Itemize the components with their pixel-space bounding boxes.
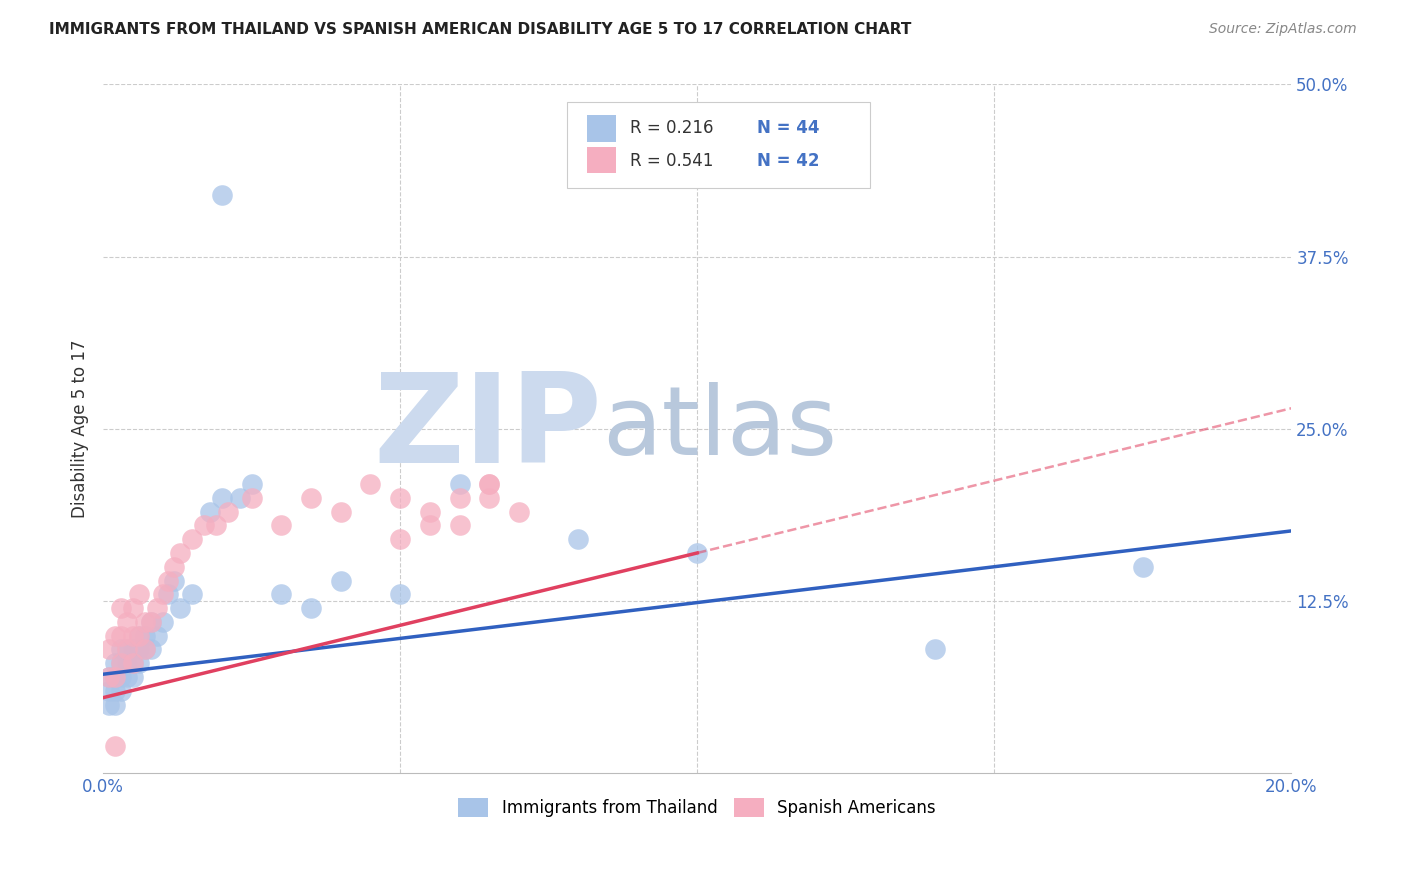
Point (169, 546, 191, 560)
Y-axis label: Disability Age 5 to 17: Disability Age 5 to 17 (72, 340, 89, 518)
Point (299, 491, 322, 505)
Point (121, 656, 143, 670)
Text: R = 0.541: R = 0.541 (630, 152, 713, 169)
Point (419, 505, 441, 519)
Point (128, 642, 150, 657)
Point (157, 587, 180, 601)
Point (1132, 559, 1154, 574)
Point (205, 518, 228, 533)
Point (217, 505, 239, 519)
Point (449, 477, 471, 491)
Point (449, 491, 471, 505)
Point (163, 559, 186, 574)
Point (98, 670, 121, 684)
Point (193, 518, 215, 533)
Point (419, 518, 441, 533)
Point (110, 642, 132, 657)
Point (134, 642, 156, 657)
Point (270, 518, 292, 533)
Point (181, 532, 204, 546)
Text: ZIP: ZIP (374, 368, 602, 490)
Point (134, 642, 156, 657)
Point (110, 670, 132, 684)
Point (98, 642, 121, 657)
Point (134, 615, 156, 629)
Text: atlas: atlas (602, 383, 838, 475)
Point (389, 491, 412, 505)
Point (115, 642, 138, 657)
Point (329, 505, 352, 519)
Point (198, 505, 221, 519)
Point (104, 656, 127, 670)
Point (110, 683, 132, 698)
Point (98, 698, 121, 712)
Point (98, 670, 121, 684)
Point (104, 683, 127, 698)
FancyBboxPatch shape (567, 102, 869, 188)
Point (145, 629, 167, 643)
Text: N = 42: N = 42 (756, 152, 820, 169)
Point (104, 739, 127, 753)
FancyBboxPatch shape (586, 147, 616, 173)
Point (145, 601, 167, 615)
Point (157, 574, 180, 588)
Point (329, 574, 352, 588)
Point (478, 477, 501, 491)
Text: IMMIGRANTS FROM THAILAND VS SPANISH AMERICAN DISABILITY AGE 5 TO 17 CORRELATION : IMMIGRANTS FROM THAILAND VS SPANISH AMER… (49, 22, 911, 37)
Point (110, 656, 132, 670)
Point (270, 587, 292, 601)
Point (686, 546, 709, 560)
Point (128, 587, 150, 601)
Point (449, 518, 471, 533)
Point (110, 656, 132, 670)
Text: N = 44: N = 44 (756, 119, 820, 136)
Point (508, 505, 530, 519)
Point (110, 601, 132, 615)
Legend: Immigrants from Thailand, Spanish Americans: Immigrants from Thailand, Spanish Americ… (451, 791, 943, 823)
Point (139, 615, 162, 629)
Point (115, 615, 138, 629)
Point (389, 532, 412, 546)
Point (104, 698, 127, 712)
Point (128, 629, 150, 643)
Point (121, 656, 143, 670)
Point (152, 587, 174, 601)
Point (134, 629, 156, 643)
Point (211, 187, 233, 202)
Point (229, 491, 252, 505)
FancyBboxPatch shape (586, 115, 616, 142)
Point (104, 670, 127, 684)
Point (389, 587, 412, 601)
Point (98, 683, 121, 698)
Point (121, 642, 143, 657)
Point (121, 629, 143, 643)
Point (567, 532, 589, 546)
Point (240, 477, 263, 491)
Point (211, 491, 233, 505)
Point (104, 670, 127, 684)
Point (115, 656, 138, 670)
Point (169, 601, 191, 615)
Point (128, 656, 150, 670)
Point (478, 491, 501, 505)
Point (181, 587, 204, 601)
Point (139, 615, 162, 629)
Text: Source: ZipAtlas.com: Source: ZipAtlas.com (1209, 22, 1357, 37)
Point (478, 477, 501, 491)
Point (128, 629, 150, 643)
Point (299, 601, 322, 615)
Point (924, 642, 946, 657)
Point (240, 491, 263, 505)
Point (115, 670, 138, 684)
Point (152, 615, 174, 629)
Point (104, 629, 127, 643)
Point (121, 670, 143, 684)
Point (121, 601, 143, 615)
Point (115, 642, 138, 657)
Point (359, 477, 381, 491)
Point (139, 642, 162, 657)
Point (110, 629, 132, 643)
Point (163, 574, 186, 588)
Text: R = 0.216: R = 0.216 (630, 119, 713, 136)
